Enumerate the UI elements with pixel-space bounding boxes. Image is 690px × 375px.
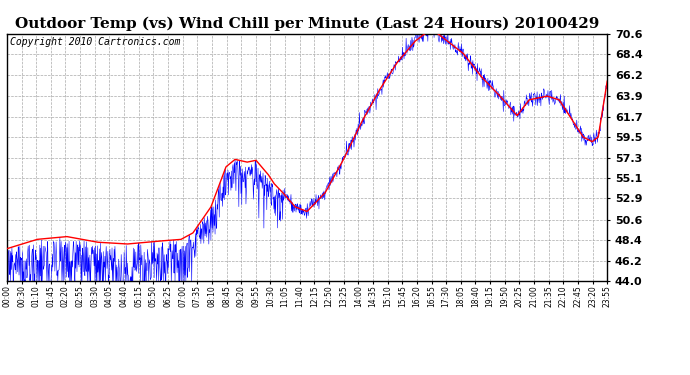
Text: Copyright 2010 Cartronics.com: Copyright 2010 Cartronics.com (10, 38, 180, 48)
Title: Outdoor Temp (vs) Wind Chill per Minute (Last 24 Hours) 20100429: Outdoor Temp (vs) Wind Chill per Minute … (15, 17, 599, 31)
